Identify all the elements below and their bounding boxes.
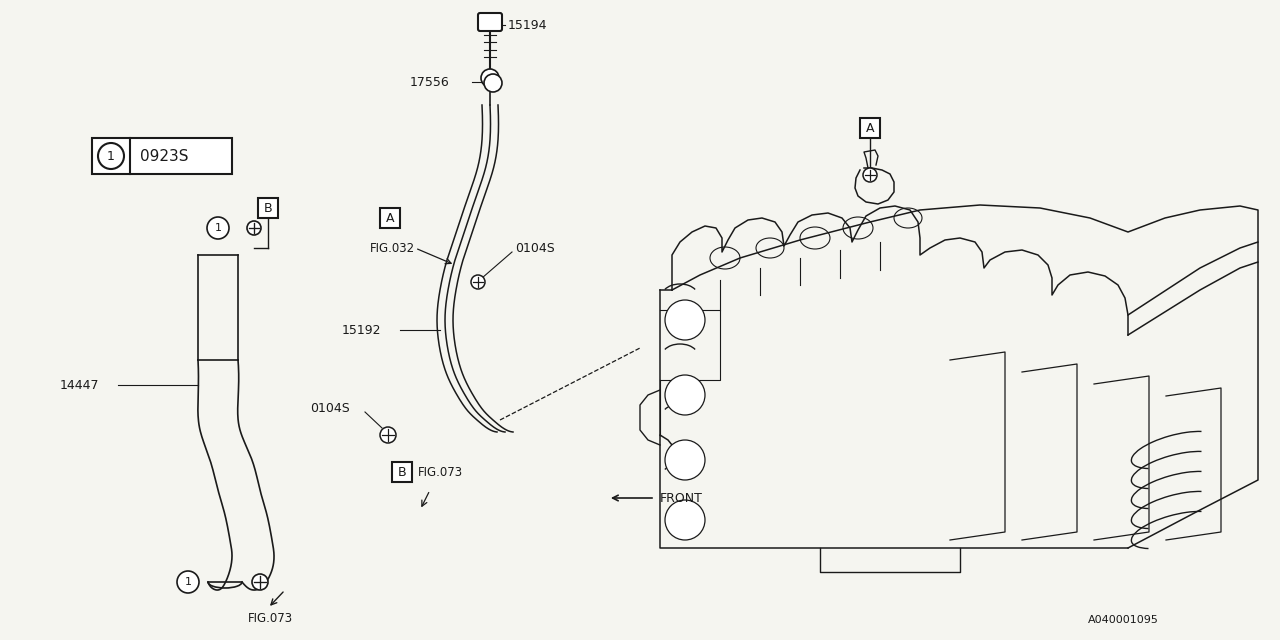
Text: B: B [398,465,406,479]
Circle shape [666,375,705,415]
FancyBboxPatch shape [477,13,502,31]
Text: 0104S: 0104S [310,401,349,415]
FancyBboxPatch shape [92,138,232,174]
Text: 1: 1 [184,577,192,587]
Text: 17556: 17556 [410,76,449,88]
Text: A040001095: A040001095 [1088,615,1158,625]
Circle shape [481,69,499,87]
Circle shape [471,275,485,289]
Text: FIG.073: FIG.073 [419,465,463,479]
Circle shape [666,500,705,540]
Circle shape [380,427,396,443]
Text: 1: 1 [108,150,115,163]
Circle shape [666,440,705,480]
FancyBboxPatch shape [860,118,881,138]
Circle shape [177,571,198,593]
Text: 1: 1 [215,223,221,233]
Text: 15192: 15192 [342,323,381,337]
Text: 14447: 14447 [60,378,100,392]
Circle shape [484,74,502,92]
FancyBboxPatch shape [380,208,401,228]
Circle shape [252,574,268,590]
Text: FRONT: FRONT [660,492,703,504]
Circle shape [666,300,705,340]
Circle shape [863,168,877,182]
Text: 0104S: 0104S [515,241,554,255]
FancyBboxPatch shape [392,462,412,482]
Text: A: A [865,122,874,134]
FancyBboxPatch shape [259,198,278,218]
Circle shape [207,217,229,239]
Circle shape [99,143,124,169]
Text: B: B [264,202,273,214]
Text: FIG.032: FIG.032 [370,241,415,255]
Text: 0923S: 0923S [140,148,188,163]
Text: FIG.073: FIG.073 [248,611,293,625]
Circle shape [247,221,261,235]
Text: 15194: 15194 [508,19,548,31]
Text: A: A [385,211,394,225]
